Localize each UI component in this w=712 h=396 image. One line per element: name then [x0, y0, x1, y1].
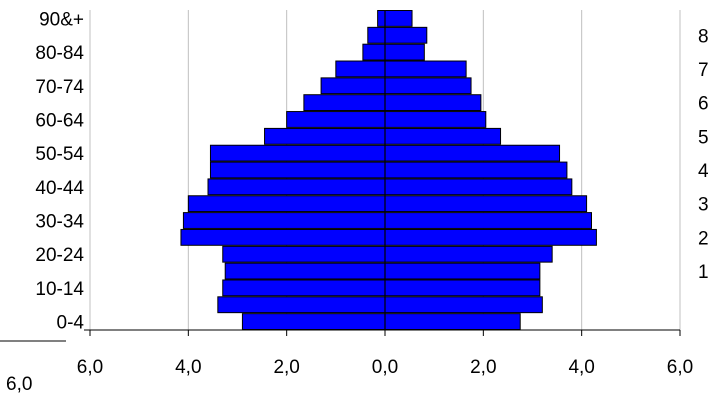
bar-left-70-74	[320, 77, 386, 95]
x-tick-label: 6,0	[667, 357, 693, 378]
y-tick-label-right: 6	[698, 94, 709, 115]
bar-right-30-34	[384, 212, 592, 229]
y-tick-label: 50-54	[35, 144, 84, 165]
bar-right-85-89	[384, 26, 428, 44]
bar-right-80-84	[384, 43, 425, 61]
bars	[180, 10, 597, 331]
y-tick-label-right: 4	[698, 161, 709, 182]
y-tick-label: 30-34	[35, 212, 84, 233]
x-tick-labels: 6,0 4,0 2,0 0,0 2,0 4,0 6,0	[77, 357, 693, 378]
bar-left-40-44	[207, 178, 386, 196]
y-tick-label-right: 1	[698, 262, 709, 283]
y-tick-label: 90&+	[39, 9, 84, 30]
bar-right-45-49	[384, 161, 568, 179]
bar-left-10-14	[222, 279, 386, 297]
bar-left-75-79	[335, 60, 386, 78]
bar-right-65-69	[384, 94, 482, 112]
bar-left-80-84	[362, 43, 386, 61]
y-tick-label-right: 3	[698, 195, 709, 216]
x-tick-label: 4,0	[568, 357, 594, 378]
bar-right-35-39	[384, 195, 588, 213]
y-tick-label-right: 5	[698, 127, 709, 148]
y-tick-label-right: 2	[698, 228, 709, 249]
x-tick-label: 0,0	[372, 357, 398, 378]
bar-left-85-89	[367, 26, 386, 44]
y-tick-label-right: 7	[698, 60, 709, 81]
y-tick-label: 80-84	[35, 43, 84, 64]
bar-right-15-19	[384, 262, 541, 280]
bar-left-20-24	[222, 245, 386, 263]
bar-right-5-9	[384, 296, 543, 314]
bar-left-60-64	[286, 111, 386, 128]
y-tick-label: 10-14	[35, 279, 84, 300]
y-tick-label: 20-24	[35, 245, 84, 266]
bar-left-90&+	[377, 10, 386, 27]
y-tick-labels-right: 1 2 3 4 5 6 7 8	[698, 26, 709, 283]
bar-right-25-29	[384, 228, 597, 246]
bar-right-90&+	[384, 10, 413, 27]
y-tick-label: 40-44	[35, 178, 84, 199]
bar-left-55-59	[264, 127, 386, 145]
bar-left-5-9	[217, 296, 386, 314]
bar-right-50-54	[384, 144, 561, 162]
bar-right-20-24	[384, 245, 553, 263]
x-tick-label: 2,0	[273, 357, 299, 378]
bar-left-50-54	[209, 144, 386, 162]
axes	[0, 10, 681, 342]
y-tick-label: 0-4	[57, 313, 85, 334]
bar-right-75-79	[384, 60, 467, 78]
x-tick-label: 6,0	[77, 357, 103, 378]
x-tick-label: 4,0	[175, 357, 201, 378]
bar-right-40-44	[384, 178, 573, 196]
y-tick-labels-left: 0-4 10-14 20-24 30-34 40-44 50-54 60-64 70-74 80…	[35, 9, 84, 333]
bar-left-0-4	[241, 313, 386, 331]
bar-right-60-64	[384, 111, 487, 128]
bar-right-70-74	[384, 77, 472, 95]
bar-left-65-69	[303, 94, 386, 112]
y-tick-label-right: 8	[698, 26, 709, 47]
bar-left-35-39	[187, 195, 386, 213]
bar-right-10-14	[384, 279, 541, 297]
bar-left-25-29	[180, 228, 386, 246]
bar-right-0-4	[384, 313, 521, 331]
corner-label: 6,0	[6, 374, 32, 395]
x-tick-label: 2,0	[470, 357, 496, 378]
y-tick-label: 60-64	[35, 110, 84, 131]
bar-right-55-59	[384, 127, 502, 145]
y-tick-label: 70-74	[35, 77, 84, 98]
bar-left-45-49	[209, 161, 386, 179]
bar-left-30-34	[182, 212, 386, 229]
bar-left-15-19	[224, 262, 386, 280]
